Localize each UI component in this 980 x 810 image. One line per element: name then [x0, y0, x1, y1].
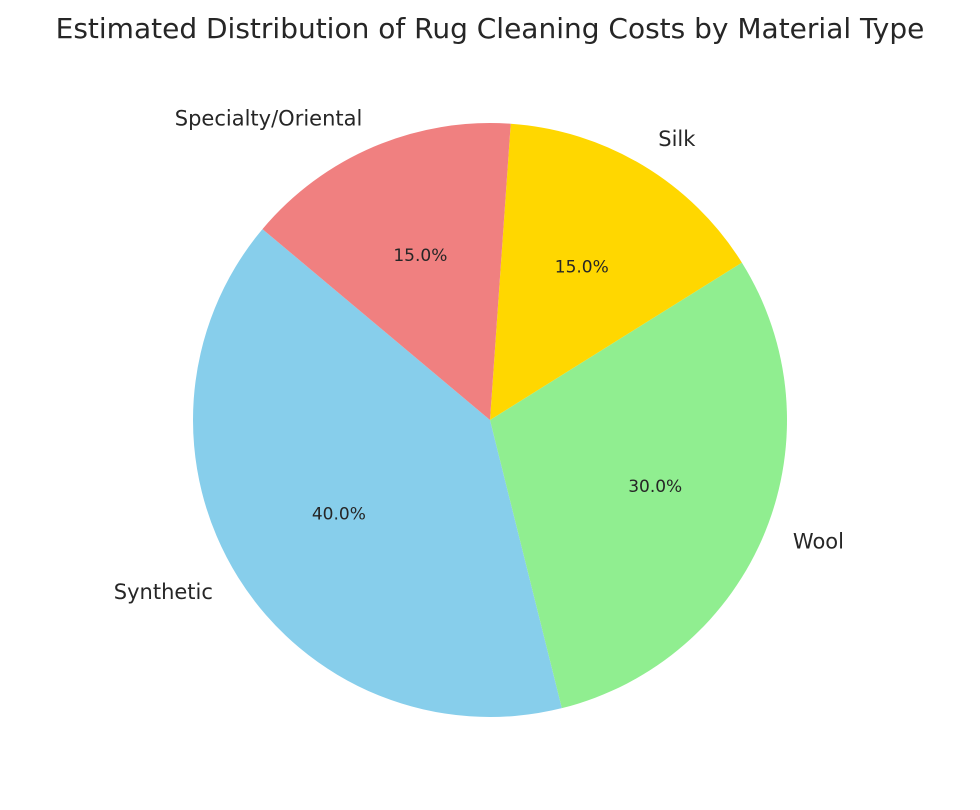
slice-value-silk: 15.0%	[555, 257, 609, 277]
pie-slice-wool	[490, 262, 787, 709]
slice-value-wool: 30.0%	[628, 477, 682, 497]
slice-label-silk: Silk	[658, 127, 696, 151]
slice-value-specialty-oriental: 15.0%	[393, 246, 447, 266]
pie-slice-silk	[490, 123, 742, 420]
slice-label-wool: Wool	[793, 529, 844, 553]
pie-slices	[193, 123, 787, 717]
pie-slice-synthetic	[193, 229, 562, 717]
slice-label-specialty-oriental: Specialty/Oriental	[175, 106, 363, 130]
pie-labels: Synthetic 40.0% Wool 30.0% Silk 15.0% Specialt…	[114, 106, 844, 604]
slice-label-synthetic: Synthetic	[114, 580, 213, 604]
chart-title: Estimated Distribution of Rug Cleaning C…	[56, 12, 925, 45]
pie-slice-specialty-oriental	[262, 123, 511, 420]
slice-value-synthetic: 40.0%	[312, 504, 366, 524]
